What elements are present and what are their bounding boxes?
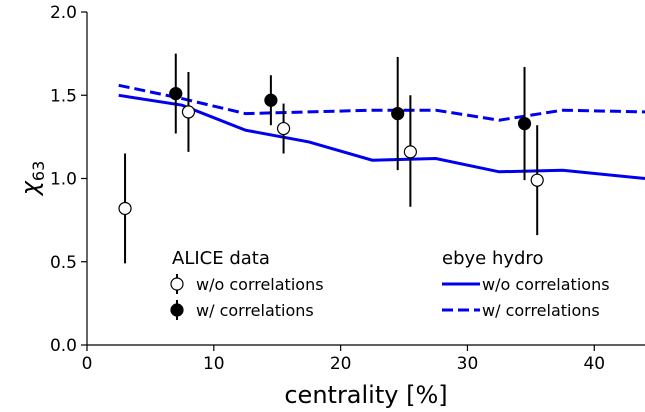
legend-data-item-1: w/ correlations xyxy=(196,301,314,320)
y-tick-label-3: 1.5 xyxy=(50,86,77,106)
axes: 0 10 20 30 40 0.0 0.5 1.0 1.5 2.0 xyxy=(50,3,645,374)
data-point-1-0 xyxy=(169,86,183,101)
y-tick-label-4: 2.0 xyxy=(50,3,77,23)
plot-area xyxy=(118,53,645,264)
x-tick-label-4: 40 xyxy=(583,354,605,374)
y-axis-label-main: χ xyxy=(16,180,44,197)
x-tick-label-0: 0 xyxy=(82,354,93,374)
y-tick-label-2: 1.0 xyxy=(50,170,77,190)
y-axis-label-sub: 63 xyxy=(29,161,48,181)
legend-data-marker-1 xyxy=(170,303,184,317)
legend-data-marker-0 xyxy=(170,277,184,291)
legend-hydro-title: ebye hydro xyxy=(442,248,543,269)
hydro-line-1 xyxy=(118,83,645,122)
x-axis-label: centrality [%] xyxy=(284,381,447,409)
y-tick-label-0: 0.0 xyxy=(50,336,77,356)
x-tick-label-3: 30 xyxy=(457,354,479,374)
data-point-0-2 xyxy=(276,121,291,136)
data-point-0-1 xyxy=(181,105,196,119)
legend-hydro-item-1: w/ correlations xyxy=(482,301,600,320)
legend-hydro-item-0: w/o correlations xyxy=(482,275,610,294)
data-point-0-0 xyxy=(118,201,132,216)
y-tick-label-1: 0.5 xyxy=(50,253,77,273)
data-point-0-4 xyxy=(530,173,544,187)
x-tick-label-2: 20 xyxy=(330,354,352,374)
data-point-0-3 xyxy=(403,145,417,159)
legend-symbols xyxy=(170,274,480,320)
data-point-1-1 xyxy=(264,93,278,107)
data-point-1-3 xyxy=(517,116,532,131)
legend: ALICE data ebye hydro w/o correlations w… xyxy=(170,248,610,320)
legend-data-item-0: w/o correlations xyxy=(196,275,324,294)
x-tick-label-1: 10 xyxy=(203,354,225,374)
data-point-1-2 xyxy=(391,106,405,121)
legend-data-title: ALICE data xyxy=(172,248,270,269)
hydro-line-0 xyxy=(118,93,645,180)
y-axis-label: χ63 xyxy=(16,161,48,198)
